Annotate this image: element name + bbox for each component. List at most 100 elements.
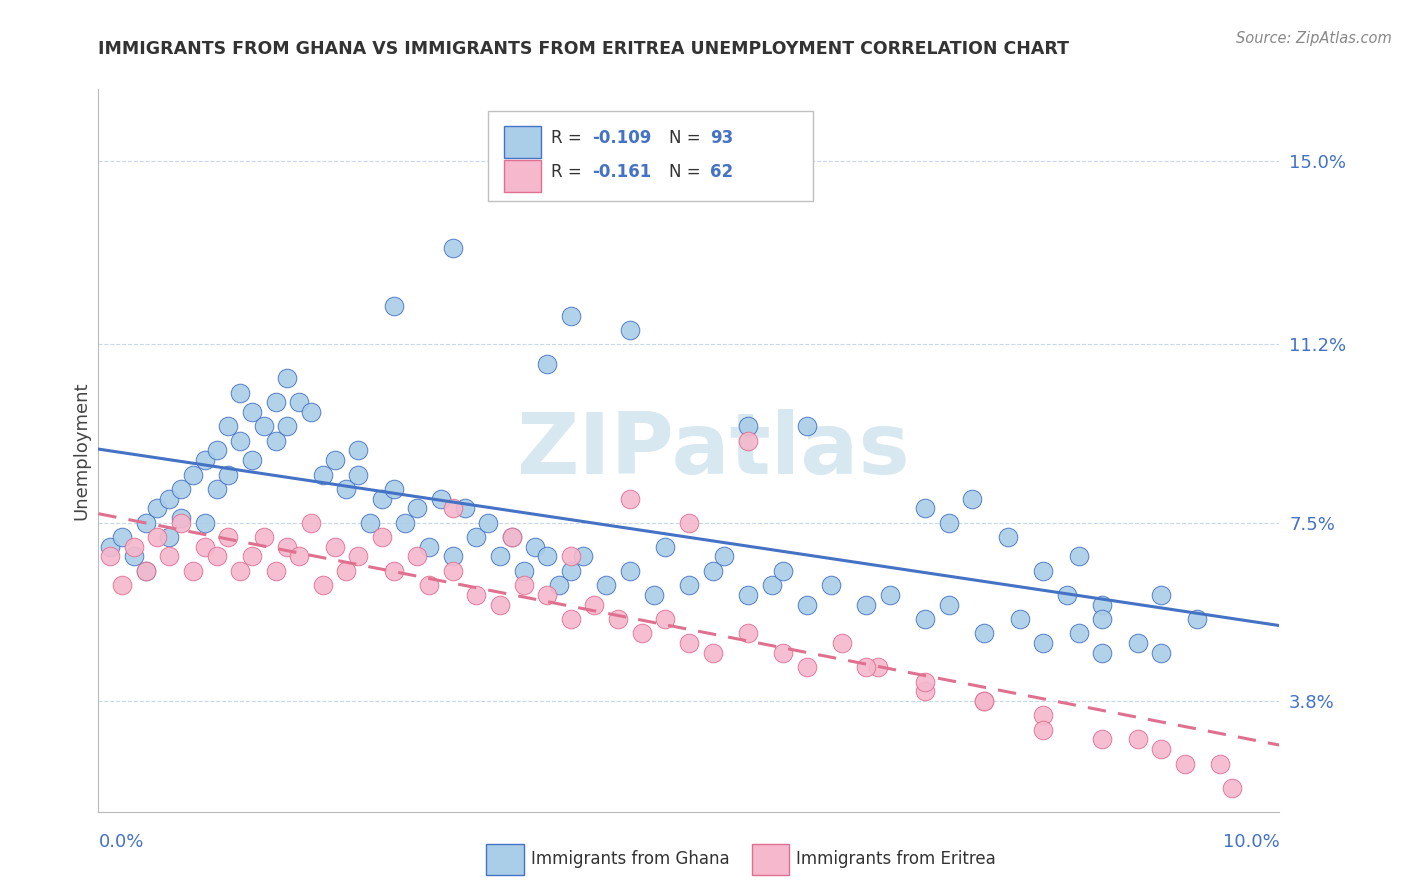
Point <box>276 419 298 434</box>
Point <box>288 395 311 409</box>
Point <box>1067 626 1090 640</box>
Point <box>997 530 1019 544</box>
Point <box>571 549 593 564</box>
Point <box>595 578 617 592</box>
Point <box>1126 636 1149 650</box>
Point <box>1126 732 1149 747</box>
Text: 93: 93 <box>710 128 734 146</box>
Point <box>430 491 453 506</box>
Point <box>619 491 641 506</box>
Point <box>229 434 252 448</box>
Point <box>205 443 228 458</box>
Point <box>157 530 180 544</box>
Text: N =: N = <box>669 128 706 146</box>
Point <box>170 482 193 496</box>
Point <box>737 588 759 602</box>
Point <box>654 612 676 626</box>
Point <box>264 564 287 578</box>
Point <box>1220 780 1243 795</box>
Point <box>560 612 582 626</box>
Point <box>536 357 558 371</box>
Point <box>98 540 121 554</box>
Point <box>276 371 298 385</box>
Point <box>441 564 464 578</box>
Point <box>217 530 239 544</box>
Point <box>914 501 936 516</box>
Point <box>382 482 405 496</box>
Point <box>1150 588 1173 602</box>
Point <box>299 405 322 419</box>
Point <box>1185 612 1208 626</box>
Point <box>796 660 818 674</box>
Point <box>347 549 370 564</box>
Text: 10.0%: 10.0% <box>1223 833 1279 851</box>
Point <box>914 684 936 698</box>
Point <box>737 626 759 640</box>
Point <box>1032 564 1054 578</box>
Point <box>98 549 121 564</box>
Point <box>194 540 217 554</box>
Point <box>205 482 228 496</box>
Point <box>1056 588 1078 602</box>
Point <box>465 530 488 544</box>
Point <box>194 453 217 467</box>
Point <box>654 540 676 554</box>
Point <box>962 491 984 506</box>
Point <box>866 660 889 674</box>
Point <box>111 578 134 592</box>
Point <box>1174 756 1197 771</box>
Point <box>630 626 652 640</box>
Point <box>441 549 464 564</box>
Point <box>914 674 936 689</box>
Point <box>347 467 370 482</box>
Point <box>418 578 440 592</box>
Text: -0.109: -0.109 <box>592 128 651 146</box>
Point <box>1150 742 1173 756</box>
Point <box>323 540 346 554</box>
Point <box>619 564 641 578</box>
Point <box>441 501 464 516</box>
Text: R =: R = <box>551 128 586 146</box>
Point <box>938 516 960 530</box>
Point <box>146 530 169 544</box>
FancyBboxPatch shape <box>486 844 523 874</box>
Point <box>820 578 842 592</box>
Point <box>229 564 252 578</box>
Point <box>122 540 145 554</box>
Point <box>855 660 877 674</box>
Point <box>855 598 877 612</box>
Point <box>406 549 429 564</box>
Point <box>240 453 263 467</box>
Point <box>217 419 239 434</box>
Y-axis label: Unemployment: Unemployment <box>72 381 90 520</box>
Point <box>1091 732 1114 747</box>
Text: N =: N = <box>669 162 706 180</box>
Point <box>170 516 193 530</box>
Point <box>194 516 217 530</box>
Point <box>288 549 311 564</box>
Point <box>382 299 405 313</box>
Point <box>938 598 960 612</box>
Point <box>536 549 558 564</box>
Point <box>1067 549 1090 564</box>
Point <box>831 636 853 650</box>
Point <box>772 564 794 578</box>
Point <box>394 516 416 530</box>
Point <box>264 434 287 448</box>
Point <box>973 626 995 640</box>
Point <box>146 501 169 516</box>
Point <box>548 578 571 592</box>
Point <box>323 453 346 467</box>
Point <box>583 598 606 612</box>
Point <box>253 530 276 544</box>
Point <box>772 646 794 660</box>
Point <box>1032 723 1054 737</box>
Point <box>1032 708 1054 723</box>
Point <box>135 564 157 578</box>
Point <box>973 694 995 708</box>
Point <box>501 530 523 544</box>
FancyBboxPatch shape <box>488 111 813 202</box>
Point <box>382 564 405 578</box>
Point <box>879 588 901 602</box>
Point <box>181 467 204 482</box>
